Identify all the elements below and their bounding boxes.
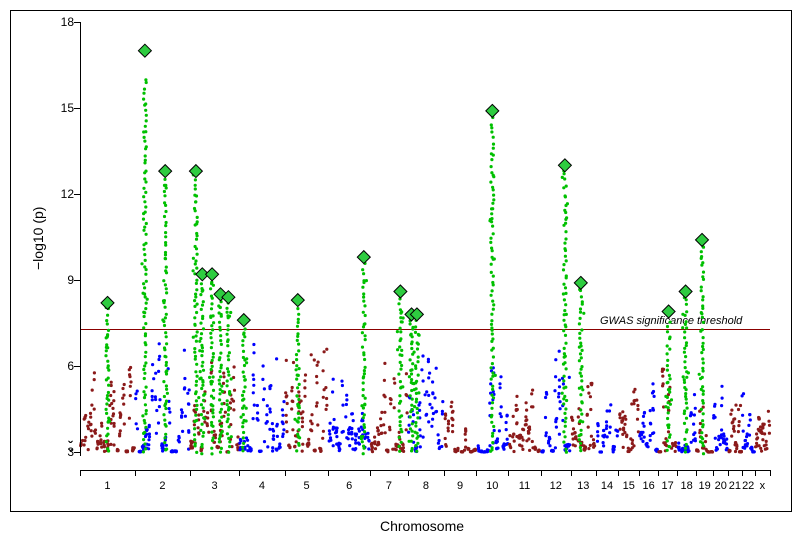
y-tick-label: 12: [46, 187, 74, 201]
x-axis-line: [80, 470, 770, 471]
y-tick-label: 18: [46, 15, 74, 29]
x-tick-label: 1: [99, 480, 115, 492]
x-tick-label: 13: [575, 480, 591, 492]
peak-diamond-icon: [558, 159, 571, 172]
x-tick-label: 17: [660, 480, 676, 492]
y-tick-label: 6: [46, 359, 74, 373]
x-tick-label: 2: [154, 480, 170, 492]
peak-diamond-icon: [189, 165, 202, 178]
peak-diamond-icon: [291, 294, 304, 307]
x-tick-label: x: [754, 480, 770, 492]
peak-diamond-icon: [357, 251, 370, 264]
x-tick-label: 19: [697, 480, 713, 492]
x-tick-label: 18: [679, 480, 695, 492]
x-tick-label: 9: [452, 480, 468, 492]
peak-diamond-icon: [696, 233, 709, 246]
y-axis-label: −log10 (p): [30, 207, 46, 270]
peak-diamond-icon: [486, 104, 499, 117]
x-tick-label: 4: [254, 480, 270, 492]
x-axis-label: Chromosome: [380, 518, 464, 534]
peak-diamond-icon: [574, 276, 587, 289]
x-tick-label: 6: [341, 480, 357, 492]
peak-diamond-icon: [138, 44, 151, 57]
peak-diamond-icon: [159, 165, 172, 178]
x-tick-label: 5: [299, 480, 315, 492]
peak-diamond-icon: [237, 314, 250, 327]
x-tick-label: 15: [621, 480, 637, 492]
peak-diamond-icon: [662, 305, 675, 318]
peak-diamond-icon: [679, 285, 692, 298]
x-tick-label: 12: [548, 480, 564, 492]
x-tick-label: 11: [517, 480, 533, 492]
axis-break-icon: ˇˇ: [68, 442, 73, 458]
y-tick-label: 9: [46, 273, 74, 287]
x-tick-label: 14: [599, 480, 615, 492]
y-tick-label: 15: [46, 101, 74, 115]
peak-diamond-icon: [101, 296, 114, 309]
x-tick-label: 8: [418, 480, 434, 492]
peak-diamond-icon: [206, 268, 219, 281]
x-tick-label: 10: [484, 480, 500, 492]
x-tick-mark: [770, 470, 771, 476]
x-tick-label: 7: [381, 480, 397, 492]
x-tick-label: 3: [207, 480, 223, 492]
manhattan-plot: [80, 22, 770, 452]
x-tick-label: 16: [641, 480, 657, 492]
peak-diamond-icon: [394, 285, 407, 298]
y-axis-line: [80, 22, 81, 456]
